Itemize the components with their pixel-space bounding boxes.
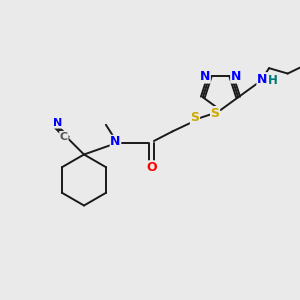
Text: S: S (211, 106, 220, 120)
Text: H: H (268, 74, 278, 87)
Text: N: N (53, 118, 62, 128)
Text: N: N (231, 70, 241, 83)
Text: N: N (257, 73, 267, 86)
Text: N: N (200, 70, 210, 83)
Text: O: O (146, 161, 157, 174)
Text: C: C (60, 131, 68, 142)
Text: S: S (190, 111, 200, 124)
Text: N: N (110, 135, 121, 148)
